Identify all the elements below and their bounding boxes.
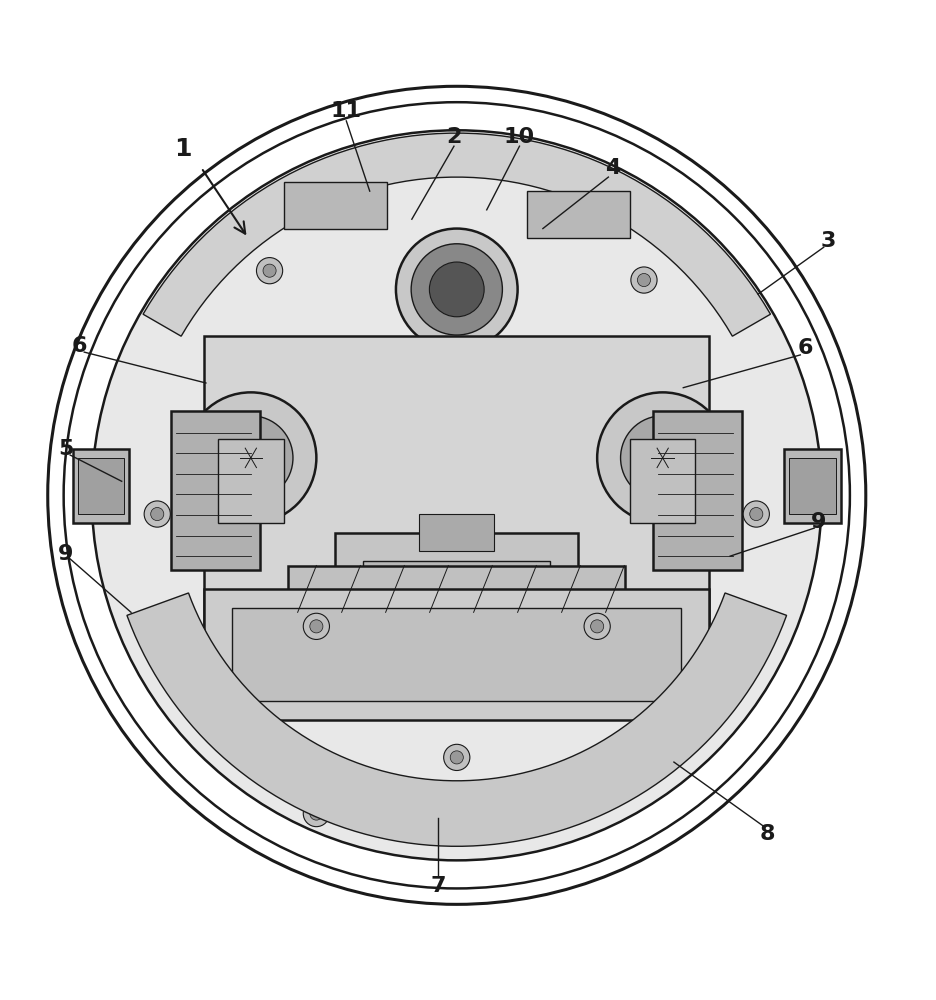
Circle shape: [303, 800, 329, 827]
Circle shape: [230, 437, 271, 478]
Text: 5: 5: [58, 439, 73, 459]
Circle shape: [631, 267, 657, 293]
Circle shape: [637, 273, 651, 287]
Text: 9: 9: [58, 544, 73, 564]
Bar: [204, 589, 709, 720]
Text: 6: 6: [797, 338, 812, 358]
Circle shape: [703, 667, 716, 680]
Bar: [218, 439, 284, 523]
Circle shape: [151, 507, 164, 521]
Circle shape: [263, 264, 276, 277]
Bar: [288, 566, 625, 617]
Circle shape: [185, 392, 316, 523]
Polygon shape: [204, 336, 709, 711]
Text: 7: 7: [431, 876, 446, 896]
Bar: [284, 182, 387, 229]
Text: 2: 2: [446, 127, 461, 147]
Text: 1: 1: [174, 137, 191, 161]
Circle shape: [696, 660, 723, 686]
Text: 9: 9: [812, 512, 826, 532]
Bar: [232, 608, 681, 701]
Circle shape: [743, 501, 769, 527]
Text: 4: 4: [606, 158, 621, 178]
Bar: [73, 449, 129, 523]
Bar: [363, 561, 550, 673]
Circle shape: [750, 507, 763, 521]
Circle shape: [310, 620, 323, 633]
Circle shape: [591, 620, 604, 633]
Bar: [789, 458, 836, 514]
Circle shape: [430, 262, 484, 317]
Text: 3: 3: [821, 231, 836, 251]
Circle shape: [92, 130, 822, 860]
Bar: [527, 191, 630, 238]
Circle shape: [396, 229, 518, 350]
Circle shape: [256, 258, 283, 284]
Circle shape: [303, 613, 329, 639]
Text: 10: 10: [504, 127, 535, 147]
Circle shape: [621, 416, 705, 500]
Bar: [784, 449, 841, 523]
Bar: [630, 439, 695, 523]
Circle shape: [411, 244, 503, 335]
Circle shape: [584, 613, 610, 639]
Bar: [171, 411, 260, 570]
Polygon shape: [143, 133, 770, 336]
Circle shape: [642, 437, 683, 478]
Text: 11: 11: [330, 101, 362, 121]
Circle shape: [597, 392, 728, 523]
Text: 6: 6: [72, 336, 87, 356]
Circle shape: [209, 416, 293, 500]
Text: 8: 8: [760, 824, 775, 844]
Bar: [653, 411, 742, 570]
Bar: [419, 514, 494, 551]
Circle shape: [144, 501, 170, 527]
Circle shape: [450, 751, 463, 764]
Polygon shape: [127, 593, 786, 846]
Bar: [78, 458, 124, 514]
Circle shape: [310, 807, 323, 820]
Circle shape: [444, 744, 470, 771]
Bar: [335, 533, 578, 701]
